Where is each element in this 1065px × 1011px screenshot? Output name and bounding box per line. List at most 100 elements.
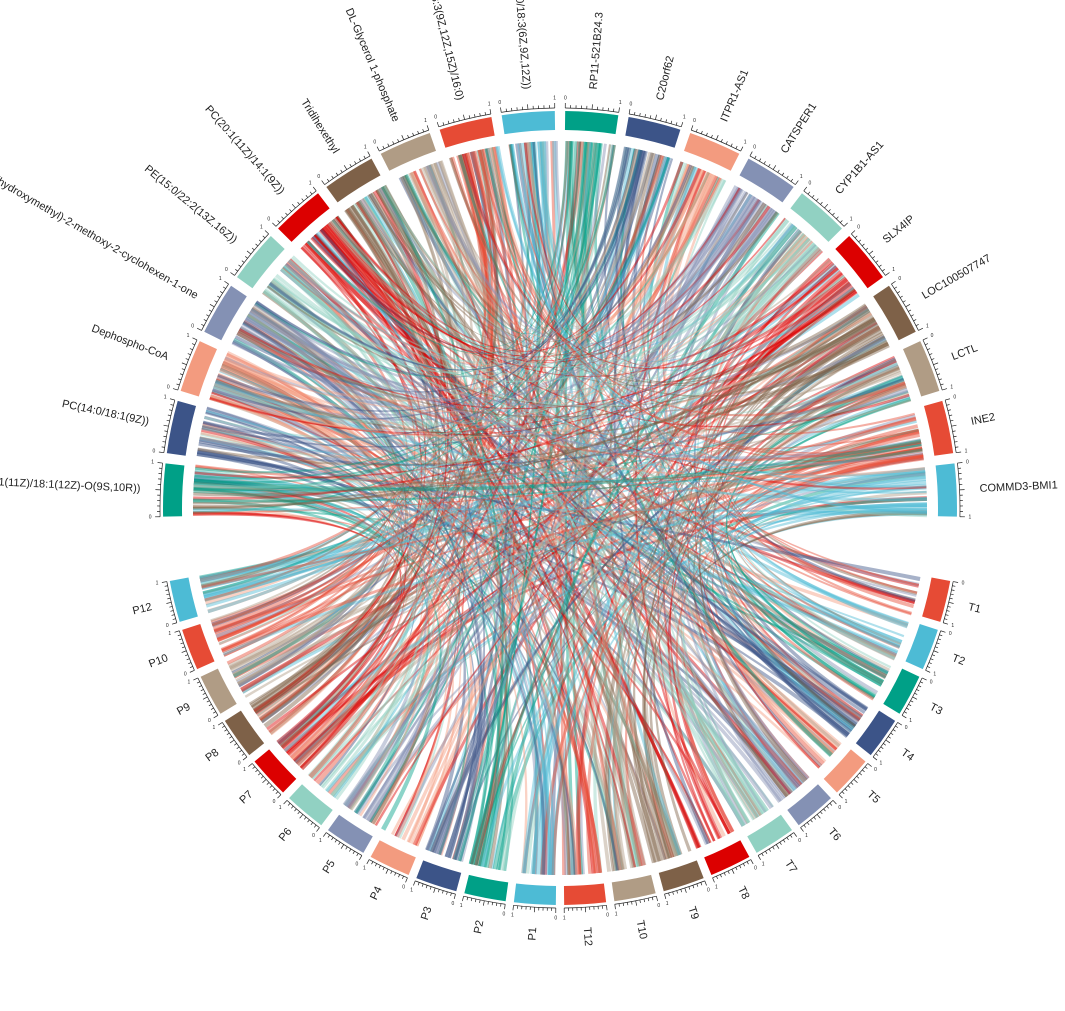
tick-mark xyxy=(458,117,460,121)
tick-mark xyxy=(953,581,959,583)
tick-mark xyxy=(500,107,502,113)
tick-mark xyxy=(841,791,845,794)
sector-label-27: P4 xyxy=(368,885,385,902)
tick-mark xyxy=(413,880,416,886)
sector-6 xyxy=(739,158,794,203)
tick-mark xyxy=(651,897,654,901)
tick-mark xyxy=(957,462,963,464)
tick-mark xyxy=(213,715,219,719)
tick-label: 1 xyxy=(909,718,912,724)
tick-mark xyxy=(952,585,956,587)
chord xyxy=(528,142,592,326)
tick-mark xyxy=(425,885,428,889)
tick-mark xyxy=(775,844,780,849)
tick-mark xyxy=(238,264,242,268)
tick-mark xyxy=(354,161,357,165)
tick-label: 0 xyxy=(554,915,557,921)
tick-mark xyxy=(184,654,189,657)
sector-41 xyxy=(922,577,951,622)
tick-mark xyxy=(696,883,699,887)
tick-mark xyxy=(429,886,432,890)
tick-mark xyxy=(209,303,215,308)
sector-label-7: ITPR1-AS1 xyxy=(718,68,751,124)
tick-mark xyxy=(759,158,762,162)
chord xyxy=(196,451,921,582)
tick-mark xyxy=(356,853,359,857)
sector-axis-31 xyxy=(564,904,607,909)
sector-9 xyxy=(564,111,619,135)
tick-label: 0 xyxy=(905,725,908,731)
chord xyxy=(662,204,769,813)
tick-mark xyxy=(706,132,708,136)
chord xyxy=(248,308,870,705)
tick-mark xyxy=(301,198,304,202)
tick-mark xyxy=(680,889,683,893)
tick-mark xyxy=(272,222,277,227)
tick-mark xyxy=(217,295,221,298)
tick-label: 1 xyxy=(511,913,514,919)
sector-26 xyxy=(327,814,373,853)
chord xyxy=(694,272,843,769)
tick-mark xyxy=(832,212,835,216)
sector-label-35: T7 xyxy=(782,858,799,875)
tick-label: 1 xyxy=(762,861,765,867)
tick-label: 0 xyxy=(629,101,632,107)
tick-label: 1 xyxy=(715,884,718,890)
tick-label: 1 xyxy=(410,888,413,894)
chord xyxy=(236,313,402,685)
chord xyxy=(194,470,380,591)
tick-mark xyxy=(338,841,341,845)
tick-mark xyxy=(321,180,325,185)
tick-label: 0 xyxy=(966,459,969,465)
sector-24 xyxy=(254,749,297,793)
tick-mark xyxy=(927,666,931,668)
tick-mark xyxy=(944,618,948,620)
tick-mark xyxy=(283,800,288,805)
tick-mark xyxy=(854,235,858,239)
tick-label: 1 xyxy=(151,459,154,465)
sector-39 xyxy=(883,668,920,714)
tick-mark xyxy=(929,353,933,355)
tick-mark xyxy=(750,859,754,865)
tick-label: 0 xyxy=(606,913,609,919)
tick-mark xyxy=(299,814,304,819)
tick-mark xyxy=(743,863,745,867)
sector-16 xyxy=(204,285,247,341)
sector-21 xyxy=(182,624,215,670)
tick-mark xyxy=(885,272,890,276)
tick-mark xyxy=(378,865,381,869)
tick-mark xyxy=(212,711,216,714)
tick-mark xyxy=(398,874,400,878)
tick-label: 0 xyxy=(225,267,228,273)
tick-mark xyxy=(230,272,235,276)
tick-mark xyxy=(840,220,843,223)
tick-label: 0 xyxy=(356,861,359,867)
sector-label-18: PC(14:0/18:1(9Z)) xyxy=(61,398,150,428)
chord xyxy=(253,229,427,713)
chord xyxy=(294,243,817,765)
tick-mark xyxy=(951,424,957,427)
tick-label: 1 xyxy=(187,680,190,686)
tick-mark xyxy=(795,180,799,185)
tick-mark xyxy=(166,593,170,596)
tick-mark xyxy=(912,696,918,700)
tick-mark xyxy=(170,404,174,406)
chord xyxy=(255,300,569,875)
tick-label: 0 xyxy=(208,718,211,724)
tick-mark xyxy=(417,882,420,886)
sector-label-37: T5 xyxy=(865,788,883,806)
tick-mark xyxy=(331,837,334,841)
sector-axis-26 xyxy=(326,832,363,856)
tick-mark xyxy=(170,610,174,612)
tick-mark xyxy=(385,869,389,874)
tick-label: 0 xyxy=(962,581,965,587)
tick-mark xyxy=(229,739,235,744)
tick-mark xyxy=(943,622,949,625)
tick-mark xyxy=(504,904,506,910)
tick-mark xyxy=(187,353,191,355)
tick-mark xyxy=(367,151,371,157)
sector-label-0: COMMD3-BMI1 xyxy=(979,479,1058,495)
tick-label: 0 xyxy=(693,118,696,124)
sector-28 xyxy=(416,860,462,892)
tick-mark xyxy=(790,834,793,838)
